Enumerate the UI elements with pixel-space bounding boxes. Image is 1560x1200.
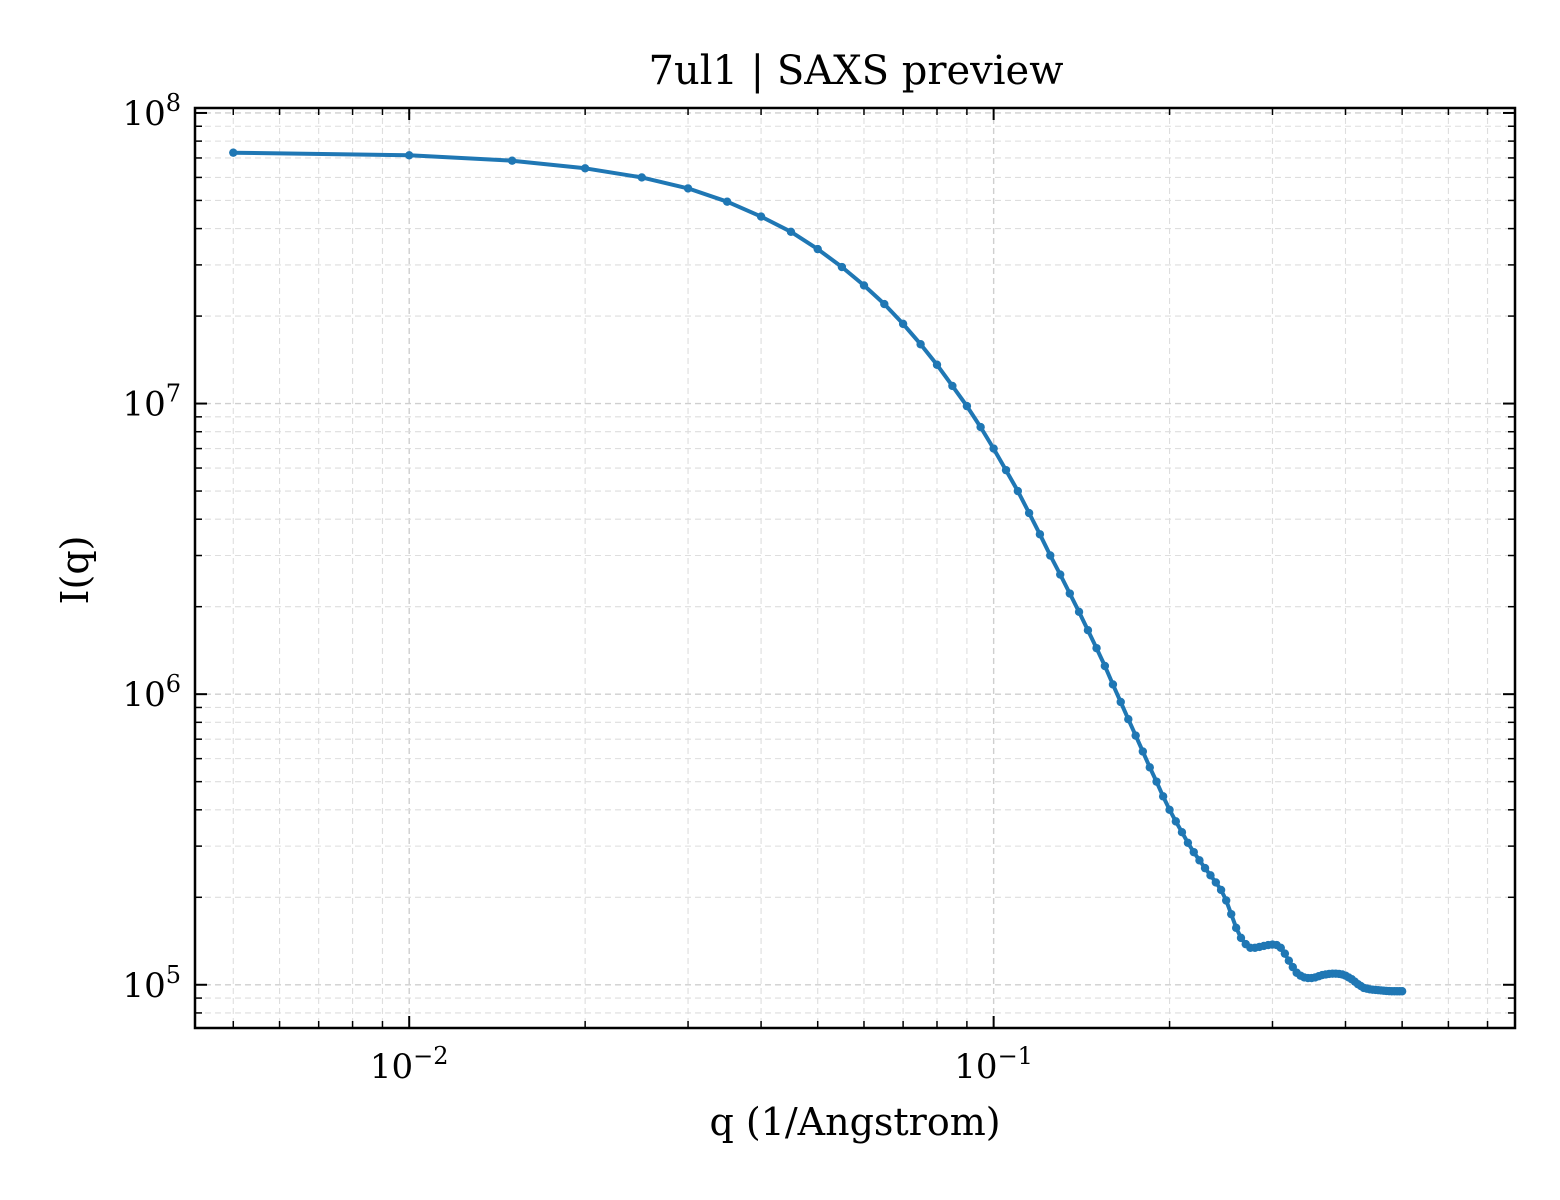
plot-frame <box>193 106 1517 1030</box>
data-point <box>1216 885 1226 895</box>
data-point <box>405 151 414 160</box>
grid-lines <box>195 108 1515 1028</box>
y-tick-label: 107 <box>122 380 181 425</box>
data-point <box>1227 909 1236 919</box>
data-point <box>1046 551 1055 560</box>
data-point <box>1065 589 1075 598</box>
data-series <box>229 148 1407 996</box>
data-point <box>786 227 796 236</box>
data-point <box>1024 508 1034 518</box>
data-point <box>1211 878 1221 887</box>
data-point <box>1222 896 1231 905</box>
data-point <box>1177 827 1187 837</box>
data-point <box>1189 847 1198 857</box>
y-tick-labels: 105 106 107 108 <box>122 89 181 1006</box>
data-point <box>948 381 957 391</box>
data-point <box>1236 933 1246 943</box>
data-point <box>1013 486 1023 496</box>
data-point <box>507 156 517 165</box>
data-point <box>580 164 590 173</box>
data-point <box>1108 680 1118 689</box>
y-tick-label: 106 <box>122 670 181 715</box>
x-axis-label: q (1/Angstrom) <box>709 1100 1000 1144</box>
data-point <box>1116 697 1125 707</box>
data-point <box>989 444 998 453</box>
data-point <box>1397 987 1407 996</box>
data-point <box>637 173 646 182</box>
data-point <box>722 197 732 206</box>
data-point <box>1231 923 1241 933</box>
x-tick-labels: 10−2 10−1 <box>370 1042 1033 1087</box>
y-tick-label: 105 <box>122 961 181 1006</box>
y-axis-label: I(q) <box>53 536 97 605</box>
data-point <box>898 319 908 329</box>
data-point <box>1171 817 1181 826</box>
data-point <box>962 401 972 411</box>
data-point <box>1083 626 1093 635</box>
data-point <box>859 281 869 290</box>
data-point <box>756 212 766 221</box>
data-point <box>683 184 693 193</box>
data-point <box>976 422 985 432</box>
data-point <box>1183 838 1193 847</box>
data-point <box>1100 661 1110 671</box>
data-point <box>229 148 238 157</box>
data-point <box>813 244 822 254</box>
data-point <box>1035 530 1045 539</box>
data-point <box>1158 792 1168 801</box>
data-point <box>1284 956 1294 965</box>
data-point <box>1152 777 1161 786</box>
data-point <box>916 340 925 349</box>
data-point <box>1092 643 1101 653</box>
data-point <box>1145 763 1154 772</box>
x-tick-label: 10−1 <box>954 1042 1033 1087</box>
data-point <box>1165 805 1174 815</box>
data-point <box>1138 747 1148 756</box>
data-point <box>1001 465 1011 475</box>
data-point <box>932 360 942 369</box>
data-point <box>1200 863 1210 873</box>
data-point <box>1074 607 1084 617</box>
axis-ticks <box>195 108 1515 1028</box>
data-point <box>1195 856 1204 865</box>
data-point <box>1131 731 1140 740</box>
data-point <box>1056 570 1065 579</box>
data-point <box>1280 949 1290 958</box>
data-point <box>837 262 847 272</box>
data-point <box>1124 715 1133 724</box>
chart-title: 7ul1 | SAXS preview <box>649 48 1064 94</box>
x-tick-label: 10−2 <box>370 1042 449 1087</box>
data-point <box>1206 871 1215 880</box>
data-point <box>880 299 889 309</box>
y-tick-label: 108 <box>122 89 181 134</box>
